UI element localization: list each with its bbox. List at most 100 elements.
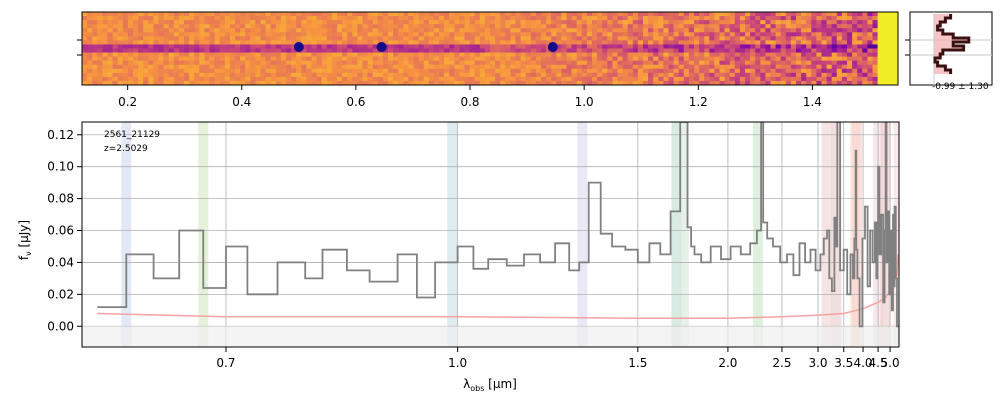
heatmap-cell — [158, 12, 164, 17]
heatmap-cell — [694, 36, 700, 41]
heatmap-cell — [490, 80, 496, 86]
heatmap-cell — [331, 72, 338, 78]
heatmap-cell — [403, 56, 409, 62]
heatmap-cell — [204, 56, 210, 62]
heatmap-cell — [734, 72, 741, 78]
heatmap-cell — [316, 56, 323, 62]
heatmap-cell — [367, 16, 374, 21]
heatmap-cell — [556, 36, 562, 41]
heatmap-cell — [617, 76, 623, 82]
heatmap-cell — [326, 64, 333, 70]
heatmap-cell — [204, 20, 210, 25]
heatmap-cell — [663, 36, 669, 41]
heatmap-cell — [117, 68, 124, 74]
heatmap-cell — [841, 24, 848, 29]
heatmap-cell — [699, 40, 705, 45]
heatmap-cell — [678, 44, 685, 49]
x-tick-label: 2.0 — [718, 356, 737, 370]
heatmap-cell — [816, 20, 822, 25]
heatmap-cell — [423, 80, 430, 86]
heatmap-cell — [678, 48, 685, 53]
heatmap-cell — [362, 80, 368, 86]
heatmap-cell — [500, 48, 506, 53]
heatmap-cell — [347, 80, 353, 86]
heatmap-cell — [571, 24, 578, 29]
heatmap-cell — [841, 52, 848, 58]
heatmap-cell — [367, 36, 374, 41]
heatmap-cell — [546, 36, 552, 41]
heatmap-cell — [326, 28, 333, 33]
heatmap-cell — [576, 64, 583, 70]
heatmap-cell — [229, 36, 236, 41]
heatmap-cell — [255, 72, 261, 78]
heatmap-cell — [775, 36, 782, 41]
heatmap-cell — [122, 64, 129, 70]
heatmap-cell — [561, 16, 567, 21]
heatmap-cell — [469, 36, 476, 41]
heatmap-cell — [479, 56, 486, 62]
heatmap-cell — [362, 28, 368, 33]
heatmap-cell — [678, 40, 685, 45]
heatmap-cell — [92, 52, 98, 58]
heatmap-cell — [423, 24, 430, 29]
heatmap-cell — [571, 72, 578, 78]
heatmap-cell — [331, 36, 338, 41]
heatmap-cell — [561, 64, 567, 70]
heatmap-cell — [484, 16, 491, 21]
heatmap-cell — [755, 32, 761, 37]
heatmap-cell — [194, 24, 200, 29]
heatmap-cell — [673, 20, 680, 25]
heatmap-cell — [709, 48, 715, 53]
heatmap-cell — [178, 68, 185, 74]
heatmap-cell — [862, 16, 868, 21]
heatmap-cell — [393, 68, 399, 74]
heatmap-cell — [321, 20, 328, 25]
heatmap-cell — [138, 40, 144, 45]
heatmap-cell — [398, 76, 404, 82]
heatmap-cell — [148, 36, 154, 41]
heatmap-cell — [153, 76, 159, 82]
heatmap-cell — [342, 68, 348, 74]
heatmap-cell — [219, 72, 226, 78]
heatmap-cell — [133, 36, 139, 41]
heatmap-cell — [331, 52, 338, 58]
heatmap-cell — [576, 16, 583, 21]
heatmap-cell — [566, 76, 572, 82]
heatmap-cell — [535, 20, 542, 25]
heatmap-cell — [270, 56, 277, 62]
heatmap-cell — [765, 72, 771, 78]
heatmap-cell — [658, 72, 664, 78]
heatmap-cell — [836, 80, 843, 86]
heatmap-cell — [607, 76, 613, 82]
heatmap-cell — [418, 24, 425, 29]
heatmap-cell — [87, 36, 93, 41]
heatmap-cell — [796, 12, 802, 17]
heatmap-cell — [510, 64, 516, 70]
heatmap-cell — [469, 28, 476, 33]
heatmap-cell — [892, 52, 899, 58]
y-tick-label: 0.02 — [47, 287, 74, 301]
heatmap-cell — [479, 20, 486, 25]
heatmap-cell — [306, 48, 312, 53]
heatmap-cell — [439, 80, 445, 86]
heatmap-cell — [877, 28, 884, 33]
heatmap-cell — [490, 60, 496, 66]
heatmap-cell — [872, 44, 878, 49]
heatmap-cell — [592, 56, 598, 62]
heatmap-cell — [724, 24, 731, 29]
heatmap-cell — [561, 20, 567, 25]
heatmap-cell — [347, 48, 353, 53]
heatmap-cell — [398, 32, 404, 37]
heatmap-cell — [852, 56, 858, 62]
heatmap-cell — [444, 32, 450, 37]
heatmap-cell — [739, 56, 746, 62]
heatmap-cell — [704, 20, 710, 25]
heatmap-cell — [296, 32, 302, 37]
heatmap-cell — [785, 52, 792, 58]
heatmap-cell — [112, 12, 119, 17]
heatmap-cell — [459, 36, 465, 41]
heatmap-cell — [785, 48, 792, 53]
heatmap-cell — [245, 40, 251, 45]
heatmap-cell — [250, 32, 256, 37]
heatmap-cell — [474, 16, 481, 21]
